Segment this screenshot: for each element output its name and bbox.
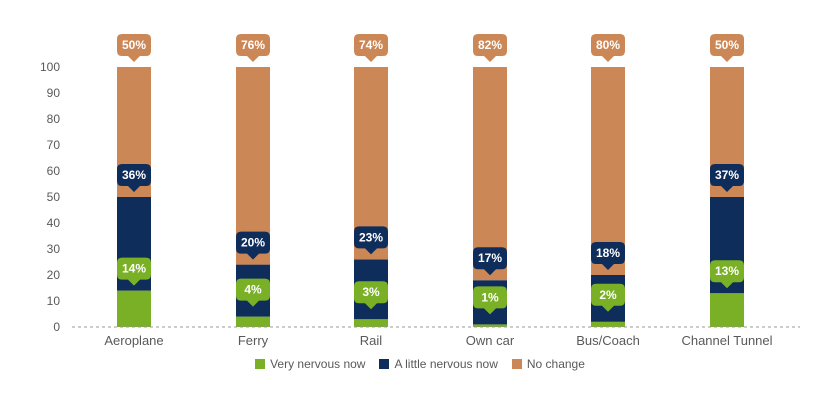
data-label-text: 1% <box>481 290 499 304</box>
y-tick-label: 40 <box>47 216 61 230</box>
x-category-label: Bus/Coach <box>576 333 640 348</box>
data-label-bubble <box>591 283 625 312</box>
data-label-text: 18% <box>596 246 620 260</box>
y-tick-label: 90 <box>47 86 61 100</box>
data-label-bubble <box>117 34 151 62</box>
bar-segment <box>591 321 625 327</box>
y-tick-label: 20 <box>47 268 61 282</box>
x-category-label: Own car <box>466 333 515 348</box>
data-label-text: 36% <box>122 168 146 182</box>
data-label-text: 23% <box>359 230 383 244</box>
data-label: 3% <box>354 281 388 310</box>
data-label-text: 50% <box>122 38 146 52</box>
y-tick-label: 60 <box>47 164 61 178</box>
data-label: 80% <box>591 34 625 62</box>
x-category-label: Rail <box>360 333 383 348</box>
legend-item-very-nervous: Very nervous now <box>255 357 365 371</box>
data-label-bubble <box>236 231 270 260</box>
data-label-bubble <box>117 164 151 192</box>
data-label-text: 17% <box>478 251 502 265</box>
y-tick-label: 10 <box>47 294 61 308</box>
data-label-bubble <box>354 34 388 62</box>
y-axis: 0 10 20 30 40 50 60 70 80 90 100 <box>40 60 60 334</box>
data-label-text: 50% <box>715 38 739 52</box>
data-label-bubble <box>473 34 507 62</box>
data-label: 82% <box>473 34 507 62</box>
y-tick-label: 50 <box>47 190 61 204</box>
data-label-bubble <box>117 257 151 286</box>
x-category-label: Aeroplane <box>104 333 163 348</box>
data-label: 17% <box>473 247 507 276</box>
x-axis: Aeroplane Ferry Rail Own car Bus/Coach Channe… <box>104 333 772 348</box>
data-label-bubble <box>354 281 388 310</box>
data-label: 13% <box>710 260 744 289</box>
data-label-text: 4% <box>244 283 262 297</box>
data-label-bubble <box>473 286 507 315</box>
data-label: 1% <box>473 286 507 315</box>
data-label: 18% <box>591 242 625 270</box>
x-category-label: Ferry <box>238 333 269 348</box>
data-label-text: 13% <box>715 264 739 278</box>
data-label-text: 14% <box>122 262 146 276</box>
bar-segment <box>354 319 388 327</box>
data-label: 23% <box>354 226 388 255</box>
data-label: 4% <box>236 278 270 307</box>
data-label-text: 20% <box>241 236 265 250</box>
legend-label: Very nervous now <box>270 357 366 371</box>
legend-item-no-change: No change <box>511 357 585 371</box>
data-label-text: 80% <box>596 38 620 52</box>
legend: Very nervous now A little nervous now No… <box>0 357 840 371</box>
y-tick-label: 30 <box>47 242 61 256</box>
legend-swatch <box>379 359 390 369</box>
data-label-bubble <box>236 278 270 307</box>
data-label: 76% <box>236 34 270 62</box>
legend-label: No change <box>526 357 585 371</box>
data-label-bubble <box>354 226 388 255</box>
data-label-bubble <box>710 34 744 62</box>
legend-item-little-nervous: A little nervous now <box>379 357 498 371</box>
data-label-bubble <box>591 34 625 62</box>
data-label-bubble <box>591 242 625 270</box>
data-labels: 50% 36% 14% 76% 20% 4% 74% 23% 3% 82% 17% 1% 80% 18% 2… <box>117 34 744 315</box>
data-label-text: 3% <box>362 285 380 299</box>
data-label: 50% <box>710 34 744 62</box>
data-label-text: 37% <box>715 168 739 182</box>
data-label-text: 74% <box>359 38 383 52</box>
data-label-text: 2% <box>599 288 617 302</box>
bar-segment <box>236 316 270 327</box>
y-tick-label: 0 <box>53 320 60 334</box>
data-label-bubble <box>473 247 507 276</box>
y-tick-label: 80 <box>47 112 61 126</box>
legend-label: A little nervous now <box>394 357 498 371</box>
data-label: 2% <box>591 283 625 312</box>
data-label-text: 76% <box>241 38 265 52</box>
data-label: 74% <box>354 34 388 62</box>
data-label: 20% <box>236 231 270 260</box>
data-label-text: 82% <box>478 38 502 52</box>
data-label: 36% <box>117 164 151 192</box>
bar-segment <box>117 290 151 327</box>
bar-segment <box>473 324 507 327</box>
legend-swatch <box>511 359 522 369</box>
bars <box>117 67 744 327</box>
x-category-label: Channel Tunnel <box>681 333 772 348</box>
bar-segment <box>591 67 625 275</box>
data-label: 14% <box>117 257 151 286</box>
data-label-bubble <box>236 34 270 62</box>
y-tick-label: 70 <box>47 138 61 152</box>
data-label: 50% <box>117 34 151 62</box>
bar-segment <box>473 67 507 281</box>
bar-segment <box>710 293 744 327</box>
data-label-bubble <box>710 164 744 192</box>
data-label-bubble <box>710 260 744 289</box>
data-label: 37% <box>710 164 744 192</box>
y-tick-label: 100 <box>40 60 60 74</box>
legend-swatch <box>255 359 266 369</box>
